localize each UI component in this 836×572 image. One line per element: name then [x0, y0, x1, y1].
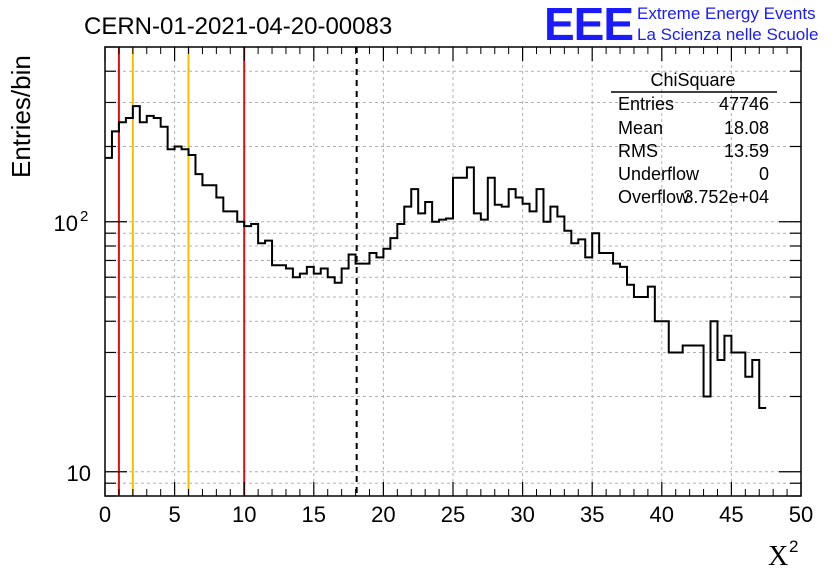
stats-value-overflow: 3.752e+04	[683, 187, 769, 207]
x-tick-label: 35	[580, 502, 604, 527]
x-tick-labels: 0 5 10 15 20 25 30 35 40 45 50	[99, 502, 813, 527]
stats-value-underflow: 0	[759, 164, 769, 184]
x-tick-label: 15	[302, 502, 326, 527]
y-tick-label: 10	[54, 211, 78, 236]
stats-row-mean: Mean 18.08	[618, 118, 769, 138]
chart-title: CERN-01-2021-04-20-00083	[84, 13, 392, 40]
x-tick-label: 25	[441, 502, 465, 527]
stats-value-entries: 47746	[719, 94, 769, 114]
stats-name: ChiSquare	[650, 70, 735, 90]
stats-row-underflow: Underflow 0	[618, 164, 769, 184]
x-axis-title-sup: 2	[789, 537, 798, 556]
axis-ticks	[104, 46, 802, 497]
eee-logo: EEE Extreme Energy Events La Scienza nel…	[544, 0, 818, 50]
y-axis-title: Entries/bin	[6, 55, 36, 178]
plot-frame	[104, 46, 802, 497]
y-tick-label: 10	[67, 461, 91, 486]
x-tick-label: 45	[719, 502, 743, 527]
logo-line2: La Scienza nelle Scuole	[637, 25, 818, 44]
stats-value-mean: 18.08	[724, 118, 769, 138]
logo-acronym: EEE	[544, 0, 633, 50]
logo-line1: Extreme Energy Events	[637, 4, 816, 23]
reference-lines	[117, 47, 358, 496]
histogram-series	[105, 105, 767, 409]
stats-value-rms: 13.59	[724, 141, 769, 161]
grid	[105, 46, 801, 497]
x-tick-label: 0	[99, 502, 111, 527]
stats-label-entries: Entries	[618, 94, 674, 114]
stats-row-rms: RMS 13.59	[618, 141, 769, 161]
x-tick-label: 30	[510, 502, 534, 527]
stats-label-underflow: Underflow	[618, 164, 700, 184]
stats-box: ChiSquare Entries 47746 Mean 18.08 RMS 1…	[611, 70, 777, 207]
stats-row-overflow: Overflow 3.752e+04	[618, 187, 769, 207]
x-axis-title: X 2	[768, 537, 798, 572]
stats-label-rms: RMS	[618, 141, 658, 161]
x-tick-label: 5	[168, 502, 180, 527]
x-axis-title-main: X	[768, 541, 788, 572]
x-tick-label: 50	[789, 502, 813, 527]
x-tick-label: 40	[650, 502, 674, 527]
x-tick-label: 10	[232, 502, 256, 527]
stats-label-mean: Mean	[618, 118, 663, 138]
stats-label-overflow: Overflow	[618, 187, 690, 207]
stats-row-entries: Entries 47746	[618, 94, 769, 114]
y-tick-label-exponent: 2	[80, 208, 88, 225]
x-tick-label: 20	[371, 502, 395, 527]
